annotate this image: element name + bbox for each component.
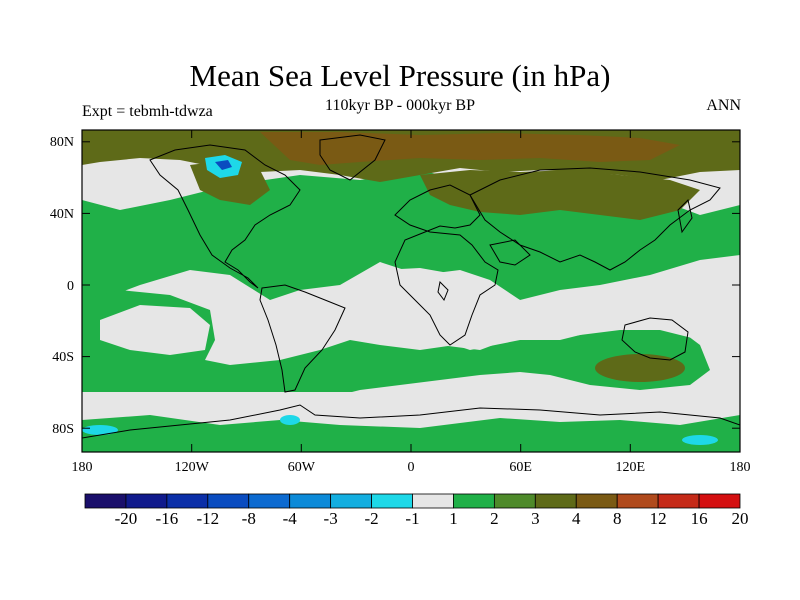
- plot-subtitle: 110kyr BP - 000kyr BP: [325, 97, 475, 114]
- olive-region-eurasia: [420, 170, 700, 220]
- y-tick-label-0: 0: [67, 279, 74, 294]
- colorbar: -20 -16 -12 -8 -4 -3 -2 -1 1 2 3 4 8 12 16 20: [84, 493, 749, 528]
- colorbar-label: 8: [613, 509, 622, 528]
- colorbar-label: -1: [405, 509, 419, 528]
- x-tick-label-120e: 120E: [616, 460, 646, 475]
- colorbar-label: 20: [732, 509, 749, 528]
- colorbar-label: -12: [196, 509, 219, 528]
- gray-region-indian: [520, 290, 740, 345]
- colorbar-label: 2: [490, 509, 499, 528]
- colorbar-label: -20: [115, 509, 138, 528]
- x-tick-label-180w: 180: [72, 460, 93, 475]
- colorbar-label: -3: [324, 509, 338, 528]
- coastlines: [82, 134, 740, 439]
- colorbar-label: -8: [242, 509, 256, 528]
- x-axis: 180 120W 60W 0 60E 120E 180: [72, 130, 751, 475]
- cyan-region-antarctic-east: [682, 435, 718, 445]
- green-region-antarctic: [82, 415, 740, 452]
- x-tick-label-120w: 120W: [175, 460, 210, 475]
- colorbar-label: -2: [364, 509, 378, 528]
- colorbar-swatch: [493, 493, 536, 509]
- colorbar-swatch: [371, 493, 413, 509]
- colorbar-swatch: [657, 493, 700, 509]
- colorbar-swatch: [698, 493, 741, 509]
- colorbar-swatch: [166, 493, 209, 509]
- season-label: ANN: [706, 97, 741, 114]
- y-tick-label-80n: 80N: [50, 135, 74, 150]
- colorbar-swatch: [575, 493, 618, 509]
- x-tick-label-60w: 60W: [288, 460, 316, 475]
- colorbar-swatch: [412, 493, 454, 509]
- colorbar-swatch: [330, 493, 372, 509]
- blue-region-hudson: [215, 160, 232, 170]
- colorbar-label: 1: [449, 509, 458, 528]
- y-tick-label-40s: 40S: [52, 350, 74, 365]
- gray-region-south-pacific: [100, 305, 210, 355]
- x-tick-label-60e: 60E: [509, 460, 532, 475]
- colorbar-label: -16: [156, 509, 179, 528]
- colorbar-swatch: [207, 493, 250, 509]
- map-field: [82, 130, 740, 452]
- x-tick-label-180e: 180: [730, 460, 751, 475]
- colorbar-swatch: [289, 493, 332, 509]
- x-tick-label-0: 0: [408, 460, 415, 475]
- experiment-label: Expt = tebmh-tdwza: [82, 103, 213, 120]
- colorbar-swatch: [248, 493, 291, 509]
- colorbar-label: 3: [531, 509, 540, 528]
- colorbar-label: 16: [691, 509, 708, 528]
- colorbar-swatch: [84, 493, 127, 509]
- colorbar-swatch: [616, 493, 659, 509]
- colorbar-swatch: [125, 493, 168, 509]
- cyan-region-antarctic-peninsula: [280, 415, 300, 425]
- colorbar-swatch: [534, 493, 577, 509]
- colorbar-label: 12: [650, 509, 667, 528]
- green-region-pacific-south: [82, 290, 710, 405]
- colorbar-swatch: [453, 493, 495, 509]
- brown-region-arctic: [260, 132, 680, 165]
- colorbar-label: 4: [572, 509, 581, 528]
- colorbar-label: -4: [283, 509, 298, 528]
- olive-region-australia: [595, 354, 685, 382]
- y-tick-label-40n: 40N: [50, 207, 74, 222]
- y-tick-label-80s: 80S: [52, 422, 74, 437]
- y-axis: 80N 40N 0 40S 80S: [50, 135, 740, 437]
- plot-title: Mean Sea Level Pressure (in hPa): [189, 58, 611, 93]
- cyan-region-antarctic-west: [82, 425, 118, 435]
